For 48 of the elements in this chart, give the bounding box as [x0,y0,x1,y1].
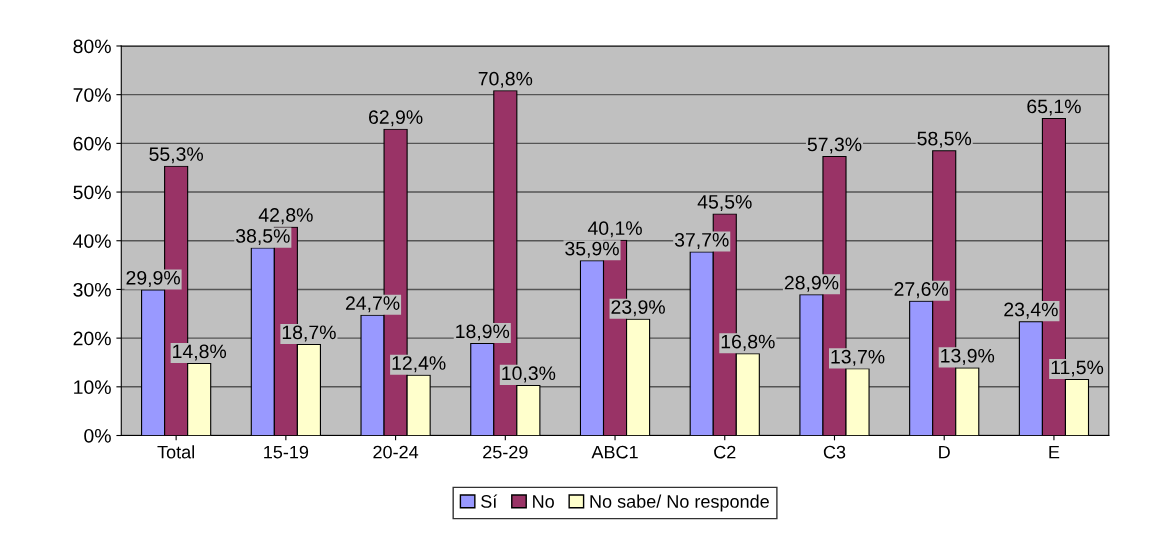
x-tick-label: C3 [823,445,846,459]
y-tick-label: 0% [84,428,111,443]
data-label: 24,7% [345,296,400,313]
y-tick-label: 40% [73,234,111,248]
data-label: 35,9% [565,241,619,258]
x-tick-label: 15-19 [264,445,309,459]
y-tick-label: 20% [73,331,111,346]
y-tick-label: 80% [73,39,111,54]
data-label: 45,5% [697,195,752,212]
data-label: 70,8% [478,71,533,88]
x-tick-label: Total [157,445,194,459]
data-label: 55,3% [149,147,204,164]
x-tick-label: C2 [714,445,736,459]
data-label: 42,8% [258,208,313,225]
data-label: 58,5% [917,131,972,148]
y-tick-label: 60% [73,136,111,151]
y-tick-label: 70% [73,88,111,102]
x-tick-label: D [939,445,950,459]
data-label: 62,9% [369,110,423,127]
x-tick-label: ABC1 [591,445,638,459]
data-label: 10,3% [502,366,556,383]
data-label: 14,8% [173,344,227,361]
data-label: 37,7% [674,232,729,250]
data-label: 27,6% [894,282,949,299]
legend-label: Sí [481,494,498,508]
data-label: 18,7% [282,325,336,342]
data-label: 38,5% [236,229,290,246]
legend-label: No sabe/ No responde [590,494,769,512]
y-tick-label: 10% [74,380,111,395]
data-label: 23,4% [1004,302,1058,319]
data-label: 65,1% [1027,99,1081,116]
data-label: 11,5% [1051,360,1104,377]
x-tick-label: 20-24 [373,445,419,459]
data-label: 13,7% [831,349,885,366]
data-label: 16,8% [721,334,775,351]
legend-label: No [533,495,554,508]
data-label: 28,9% [784,275,839,292]
y-tick-label: 30% [73,282,111,297]
x-tick-label: 25-29 [483,445,528,459]
data-label: 12,4% [392,356,446,373]
x-tick-label: E [1049,445,1060,459]
data-label: 13,9% [941,348,995,365]
data-label: 57,3% [807,137,862,154]
data-label: 29,9% [126,270,180,287]
data-label: 18,9% [456,324,510,341]
data-label: 40,1% [587,221,642,238]
y-tick-label: 50% [73,185,111,200]
data-label: 23,9% [611,300,665,317]
